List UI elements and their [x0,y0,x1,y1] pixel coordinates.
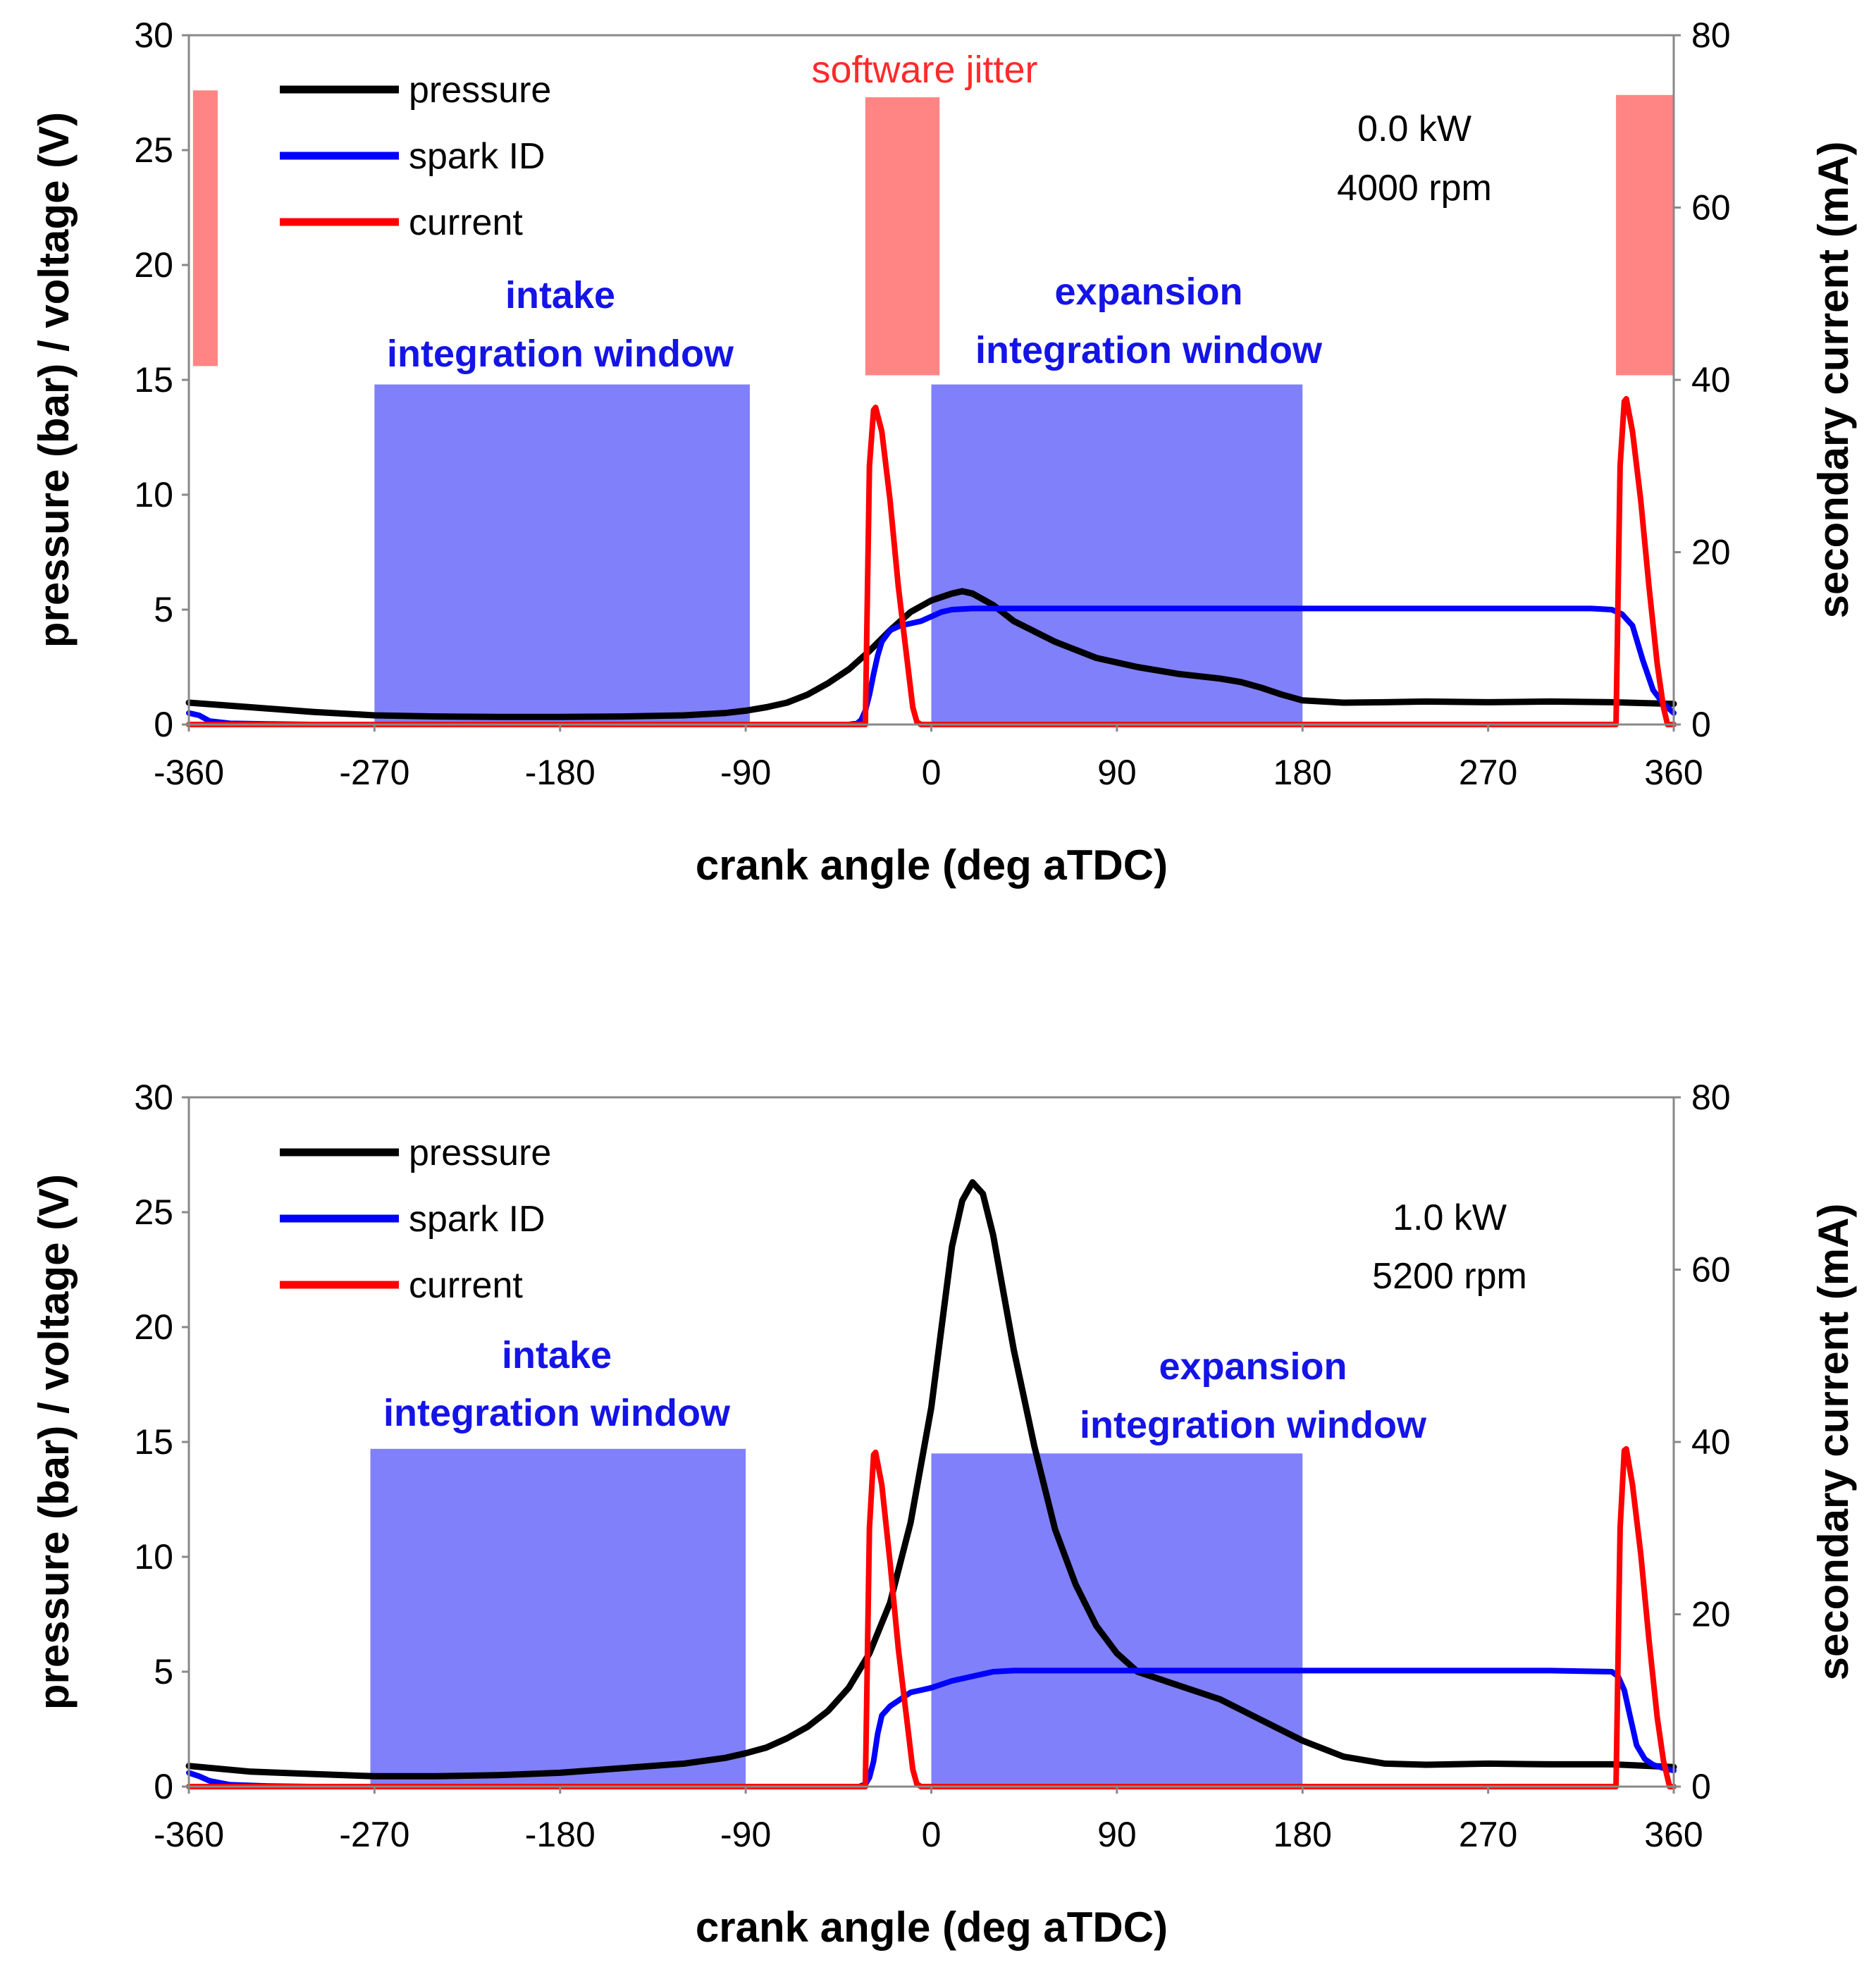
y-tick-label: 25 [134,1192,173,1232]
legend-current: current [409,1265,523,1306]
jitter-zone-1 [865,97,940,376]
expansion-window [931,1453,1303,1787]
legend-spark-id: spark ID [409,1199,545,1240]
y2-tick-label: 80 [1691,1078,1731,1117]
rpm-label: 4000 rpm [1337,168,1492,209]
x-tick-label: 180 [1273,753,1332,792]
x-tick-label: -180 [525,753,595,792]
y-tick-label: 5 [154,1652,173,1691]
x-tick-label: 270 [1459,753,1517,792]
top-chart: -360 -270 -180 -90 0 90 180 270 360 0 5 10 15 20 25 30 0… [30,16,1857,889]
intake-window-label-2: integration window [387,333,734,375]
x-tick-label: -360 [154,753,224,792]
y-tick-label: 30 [134,1078,173,1117]
y2-axis-label: secondary current (mA) [1810,1204,1857,1681]
y2-tick-label: 0 [1691,1767,1711,1806]
y-tick-label: 5 [154,590,173,629]
expansion-window-label-2: integration window [1080,1404,1427,1446]
intake-window [374,384,750,725]
x-tick-label: -180 [525,1815,595,1854]
axis-ticks: -360 -270 -180 -90 0 90 180 270 360 0 5 10 15 20 25 30 0… [134,1078,1730,1854]
y-axis-label: pressure (bar) / voltage (V) [30,1174,78,1710]
y-tick-label: 0 [154,705,173,744]
y-tick-label: 10 [134,1537,173,1577]
y-tick-label: 30 [134,16,173,55]
x-tick-label: 0 [922,753,942,792]
power-label: 0.0 kW [1357,109,1471,149]
jitter-zone-0 [192,90,218,366]
axis-ticks: -360 -270 -180 -90 0 90 180 270 360 0 5 10 15 20 25 30 0… [134,16,1730,792]
integration-windows [370,1448,1303,1787]
y2-tick-label: 40 [1691,1422,1731,1462]
y-tick-label: 10 [134,475,173,514]
y-tick-label: 25 [134,130,173,170]
expansion-window-label-2: integration window [975,329,1323,371]
y2-tick-label: 60 [1691,1250,1731,1290]
jitter-zone-2 [1616,94,1674,376]
x-tick-label: 270 [1459,1815,1517,1854]
y-tick-label: 15 [134,1422,173,1462]
jitter-zones [192,90,1674,376]
y2-tick-label: 60 [1691,188,1731,228]
expansion-window [931,384,1303,725]
x-tick-label: -360 [154,1815,224,1854]
x-tick-label: -90 [720,1815,771,1854]
x-axis-label: crank angle (deg aTDC) [696,841,1168,889]
y-axis-label: pressure (bar) / voltage (V) [30,112,78,648]
x-tick-label: -90 [720,753,771,792]
legend-spark-id: spark ID [409,136,545,177]
y2-tick-label: 80 [1691,16,1731,55]
expansion-window-label: expansion [1159,1345,1347,1388]
x-tick-label: 360 [1644,753,1703,792]
x-tick-label: -270 [339,1815,409,1854]
y-tick-label: 20 [134,1307,173,1347]
integration-windows [374,384,1303,725]
legend-pressure: pressure [409,70,551,111]
rpm-label: 5200 rpm [1372,1256,1527,1297]
intake-window [370,1448,746,1787]
series-pressure [185,588,1677,720]
legend-pressure: pressure [409,1133,551,1173]
legend: pressure spark ID current [280,70,551,243]
y-tick-label: 15 [134,360,173,400]
intake-window-label: intake [505,274,615,316]
y-tick-label: 0 [154,1767,173,1806]
y2-axis-label: secondary current (mA) [1810,142,1857,619]
y2-tick-label: 20 [1691,1595,1731,1634]
expansion-window-label: expansion [1054,271,1242,313]
intake-window-label-2: integration window [383,1392,731,1434]
series-pressure [185,1179,1677,1780]
software-jitter-label: software jitter [811,49,1037,91]
x-tick-label: -270 [339,753,409,792]
x-tick-label: 90 [1097,1815,1137,1854]
legend-current: current [409,202,523,243]
y2-tick-label: 40 [1691,360,1731,400]
bottom-chart: -360 -270 -180 -90 0 90 180 270 360 0 5 10 15 20 25 30 0… [30,1078,1857,1951]
y2-tick-label: 20 [1691,533,1731,572]
intake-window-label: intake [502,1334,612,1376]
y2-tick-label: 0 [1691,705,1711,744]
x-tick-label: 180 [1273,1815,1332,1854]
x-tick-label: 360 [1644,1815,1703,1854]
x-tick-label: 0 [922,1815,942,1854]
legend: pressure spark ID current [280,1133,551,1306]
y-tick-label: 20 [134,245,173,285]
x-tick-label: 90 [1097,753,1137,792]
x-axis-label: crank angle (deg aTDC) [696,1904,1168,1951]
power-label: 1.0 kW [1393,1197,1507,1238]
